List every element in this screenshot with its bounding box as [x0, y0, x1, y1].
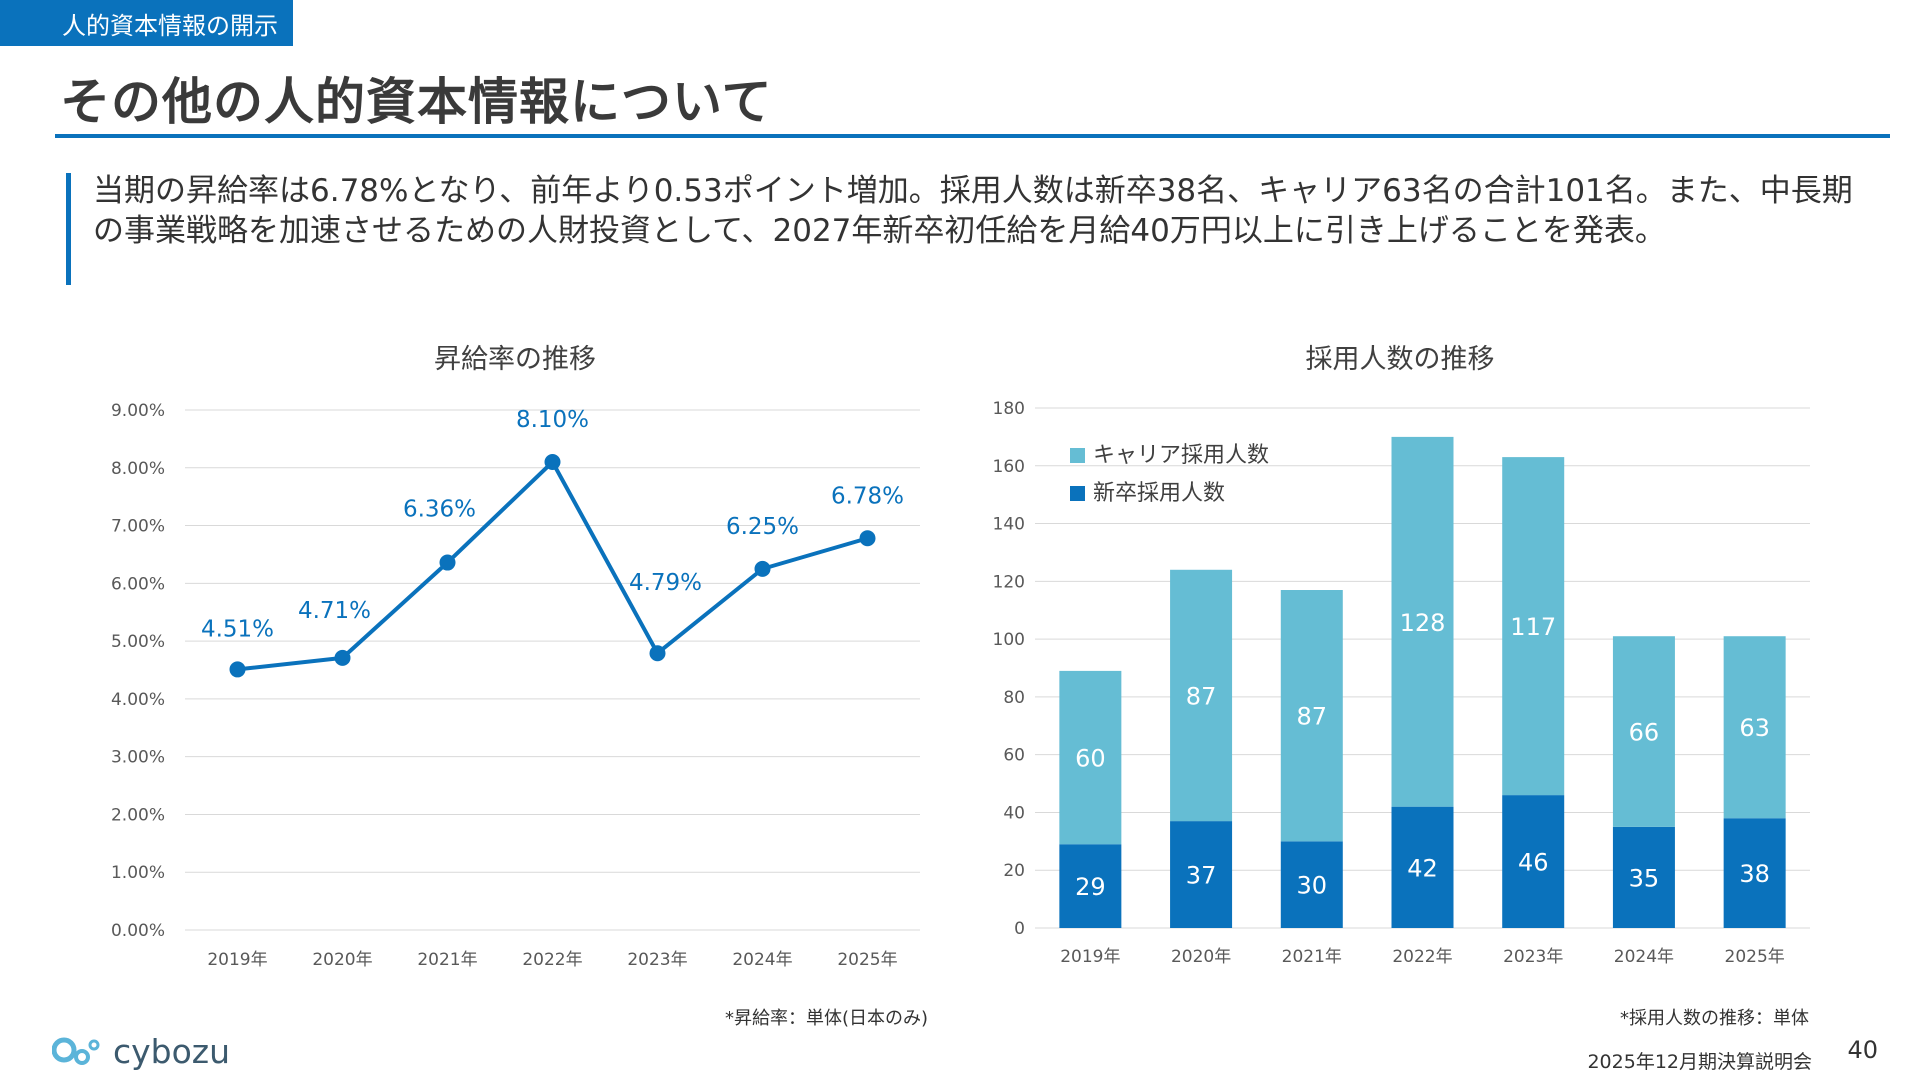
x-tick-label: 2024年 [1614, 947, 1674, 967]
bar-career [1280, 590, 1343, 842]
y-tick-label: 20 [1003, 861, 1025, 881]
bar-label-career: 63 [1739, 714, 1770, 742]
x-tick-label: 2025年 [837, 950, 897, 970]
page-title: その他の人的資本情報について [60, 73, 773, 131]
bar-new-grad [1391, 806, 1454, 928]
data-point [229, 661, 246, 678]
bar-label-new-grad: 42 [1407, 854, 1438, 882]
legend-swatch-career [1070, 448, 1085, 463]
data-label: 4.79% [629, 570, 702, 596]
bar-career [1059, 670, 1122, 845]
y-tick-label: 1.00% [111, 863, 165, 883]
bar-label-career: 117 [1510, 613, 1556, 641]
x-tick-label: 2025年 [1725, 947, 1785, 967]
summary-text: 当期の昇給率は6.78%となり、前年より0.53ポイント増加。採用人数は新卒38… [93, 173, 1853, 249]
x-tick-label: 2021年 [1282, 947, 1342, 967]
data-label: 6.78% [831, 483, 904, 509]
data-label: 6.36% [403, 497, 476, 523]
bar-chart-footnote: *採用人数の推移：単体 [1620, 1008, 1809, 1029]
y-tick-label: 5.00% [111, 632, 165, 652]
y-tick-label: 2.00% [111, 805, 165, 825]
data-point [649, 645, 666, 662]
data-label: 4.71% [298, 598, 371, 624]
data-point [754, 560, 771, 577]
y-tick-label: 6.00% [111, 574, 165, 594]
y-tick-label: 0 [1014, 919, 1025, 939]
bar-new-grad [1502, 795, 1565, 928]
data-label: 8.10% [516, 407, 589, 433]
bar-label-career: 87 [1297, 703, 1328, 731]
bar-new-grad [1059, 844, 1122, 928]
line-chart-title: 昇給率の推移 [434, 344, 596, 375]
y-tick-label: 4.00% [111, 690, 165, 710]
bar-new-grad [1170, 821, 1233, 928]
x-tick-label: 2021年 [417, 950, 477, 970]
bar-label-new-grad: 29 [1075, 873, 1106, 901]
section-tag: 人的資本情報の開示 [0, 0, 293, 46]
y-tick-label: 100 [993, 630, 1025, 650]
x-tick-label: 2019年 [207, 950, 267, 970]
data-point [859, 530, 876, 547]
y-tick-label: 9.00% [111, 401, 165, 421]
page-number: 40 [1847, 1036, 1878, 1064]
x-tick-label: 2023年 [1503, 947, 1563, 967]
y-tick-label: 0.00% [111, 921, 165, 941]
x-tick-label: 2020年 [1171, 947, 1231, 967]
bar-new-grad [1723, 818, 1786, 928]
bar-label-new-grad: 37 [1186, 862, 1217, 890]
bar-career [1723, 636, 1786, 819]
bar-label-career: 66 [1629, 719, 1660, 747]
legend-swatch-new-grad [1070, 486, 1085, 501]
y-tick-label: 120 [993, 572, 1025, 592]
x-tick-label: 2022年 [522, 950, 582, 970]
raise-rate-series-line [237, 460, 869, 672]
legend-label-new-grad: 新卒採用人数 [1093, 481, 1225, 506]
x-tick-label: 2020年 [312, 950, 372, 970]
data-point [544, 454, 561, 470]
bar-new-grad [1280, 841, 1343, 928]
bar-career [1502, 457, 1565, 796]
bar-label-career: 87 [1186, 682, 1217, 710]
bar-label-career: 60 [1075, 745, 1106, 773]
section-tag-label: 人的資本情報の開示 [62, 11, 278, 40]
bar-label-new-grad: 30 [1297, 872, 1328, 900]
bar-new-grad [1612, 826, 1675, 928]
bar-chart-title: 採用人数の推移 [1305, 344, 1495, 375]
data-point [439, 554, 456, 571]
data-label: 4.51% [201, 616, 274, 642]
title-divider [55, 134, 1890, 138]
bar-career [1612, 636, 1675, 827]
y-tick-label: 80 [1003, 688, 1025, 708]
event-name: 2025年12月期決算説明会 [1587, 1051, 1812, 1073]
bar-label-new-grad: 46 [1518, 849, 1549, 877]
bar-label-new-grad: 35 [1629, 864, 1660, 892]
cybozu-logo-icon [52, 1037, 100, 1065]
data-label: 6.25% [726, 514, 799, 540]
x-tick-label: 2023年 [627, 950, 687, 970]
bar-career [1391, 436, 1454, 807]
y-tick-label: 8.00% [111, 459, 165, 479]
hiring-stacked-bar-chart: 0 20 40 60 80 100 120 140 160 180 2019年 2020年 2021年 2… [993, 399, 1810, 967]
y-tick-label: 7.00% [111, 517, 165, 537]
x-tick-label: 2024年 [732, 950, 792, 970]
y-tick-label: 3.00% [111, 748, 165, 768]
x-tick-label: 2022年 [1392, 947, 1452, 967]
y-tick-label: 40 [1003, 803, 1025, 823]
bar-label-career: 128 [1400, 609, 1446, 637]
y-tick-label: 180 [993, 399, 1025, 419]
line-chart-footnote: *昇給率：単体(日本のみ) [725, 1008, 929, 1029]
bar-career [1170, 569, 1233, 822]
legend-label-career: キャリア採用人数 [1093, 443, 1269, 468]
y-tick-label: 60 [1003, 746, 1025, 766]
cybozu-logo-text: cybozu [113, 1032, 231, 1071]
y-tick-label: 160 [993, 457, 1025, 477]
raise-rate-line-chart: 0.00% 1.00% 2.00% 3.00% 4.00% 5.00% 6.00% 7.00%… [111, 401, 920, 970]
data-point [334, 649, 351, 666]
x-tick-label: 2019年 [1060, 947, 1120, 967]
y-tick-label: 140 [993, 515, 1025, 535]
bar-label-new-grad: 38 [1739, 860, 1770, 888]
summary-accent-bar [66, 173, 71, 285]
